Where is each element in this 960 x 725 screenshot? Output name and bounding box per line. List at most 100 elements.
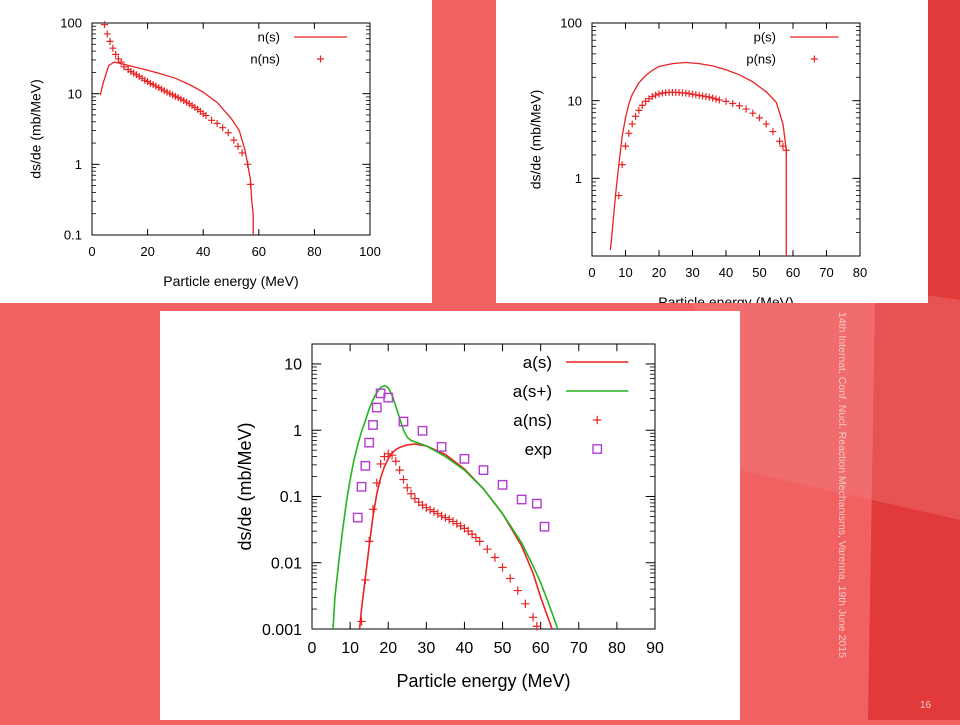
data-point-p(ns)	[762, 120, 770, 128]
y-tick-label: 0.1	[280, 489, 302, 506]
data-point-a(ns)	[361, 575, 370, 585]
data-point-n(ns)	[224, 129, 232, 137]
y-tick-label: 0.001	[262, 622, 302, 639]
data-point-p(ns)	[782, 146, 790, 154]
legend-label: p(s)	[754, 30, 776, 45]
series-line-p(s)	[609, 61, 787, 256]
data-point-p(ns)	[648, 93, 656, 101]
data-point-p(ns)	[729, 99, 737, 107]
data-point-p(ns)	[742, 105, 750, 113]
x-axis-label: Particle energy (MeV)	[396, 671, 570, 691]
data-point-n(ns)	[117, 58, 125, 66]
data-point-a(ns)	[441, 513, 450, 522]
data-point-exp	[368, 420, 378, 430]
data-point-a(ns)	[368, 505, 378, 514]
data-point-n(ns)	[106, 37, 114, 45]
legend-label: p(ns)	[746, 52, 776, 67]
data-point-exp	[459, 453, 470, 464]
chart-panel-alpha: 0 10 20 30 40 50 60 70 80 90 0.001 0.01 0.1 1 10 Partic…	[160, 311, 740, 720]
data-point-p(ns)	[622, 142, 629, 150]
data-point-a(ns)	[376, 459, 385, 469]
data-point-p(ns)	[709, 94, 717, 102]
chart-panel-proton: 0 10 20 30 40 50 60 70 80 1 10 100 Particle energy (…	[496, 0, 928, 303]
data-point-a(ns)	[513, 586, 522, 595]
data-point-p(ns)	[652, 91, 660, 99]
legend-label: exp	[525, 440, 552, 459]
data-point-exp	[352, 512, 363, 523]
x-tick-label: 20	[140, 244, 154, 259]
x-tick-label: 80	[853, 265, 867, 280]
y-tick-label: 0.1	[64, 228, 82, 243]
y-tick-label: 10	[284, 357, 302, 374]
data-point-a(ns)	[437, 511, 446, 521]
data-point-a(ns)	[387, 450, 397, 460]
x-tick-label: 20	[379, 640, 397, 657]
data-point-p(ns)	[628, 120, 636, 128]
data-point-exp	[356, 481, 367, 492]
data-point-exp	[478, 465, 489, 476]
x-tick-label: 0	[588, 265, 595, 280]
data-point-p(ns)	[722, 97, 730, 105]
data-point-a(ns)	[471, 533, 481, 542]
data-point-a(ns)	[364, 537, 374, 546]
series-line-a(s)	[358, 443, 553, 629]
y-tick-label: 1	[75, 157, 82, 172]
chart-proton: 0 10 20 30 40 50 60 70 80 1 10 100 Particle energy (…	[527, 16, 867, 303]
legend-swatch-exp	[592, 444, 603, 454]
y-tick-label: 10	[68, 86, 82, 101]
data-point-p(ns)	[735, 102, 743, 110]
data-point-p(ns)	[712, 95, 720, 103]
x-tick-label: 100	[359, 244, 381, 259]
x-tick-label: 60	[786, 265, 800, 280]
data-point-p(ns)	[635, 106, 643, 114]
series-line-n(s)	[99, 61, 254, 235]
y-axis-label: ds/de (mb/MeV)	[235, 422, 255, 550]
data-point-exp	[436, 441, 447, 452]
data-point-a(ns)	[532, 622, 542, 631]
plot-frame	[591, 22, 861, 257]
data-point-n(ns)	[202, 112, 210, 120]
data-point-exp	[364, 437, 375, 448]
data-point-n(ns)	[112, 50, 120, 58]
x-tick-label: 50	[752, 265, 766, 280]
data-point-exp	[398, 416, 409, 427]
data-point-p(ns)	[705, 93, 713, 101]
data-point-p(ns)	[615, 192, 623, 200]
x-tick-label: 90	[646, 640, 664, 657]
data-point-exp	[360, 460, 371, 471]
legend-label: a(ns)	[513, 411, 552, 430]
x-tick-label: 10	[341, 640, 359, 657]
data-point-n(ns)	[103, 30, 111, 38]
legend-label: a(s)	[523, 353, 552, 372]
y-tick-label: 10	[568, 93, 582, 108]
x-tick-label: 50	[494, 640, 512, 657]
data-point-n(ns)	[109, 44, 117, 52]
data-point-a(ns)	[391, 457, 401, 466]
data-point-p(ns)	[769, 128, 777, 136]
data-point-exp	[417, 425, 428, 436]
data-point-a(ns)	[399, 475, 408, 484]
data-point-a(ns)	[410, 494, 420, 503]
data-point-a(ns)	[505, 574, 515, 583]
data-point-a(ns)	[372, 478, 381, 488]
x-axis-label: Particle energy (MeV)	[163, 273, 298, 289]
x-tick-label: 60	[532, 640, 550, 657]
x-tick-label: 40	[456, 640, 474, 657]
data-point-p(ns)	[702, 93, 710, 101]
legend-label: n(s)	[258, 30, 280, 45]
chart-panel-neutron: 0 20 40 60 80 100 0.1 1 10 100 Particle energy (Me…	[0, 0, 432, 303]
data-point-n(ns)	[219, 124, 227, 132]
data-point-a(ns)	[357, 617, 366, 626]
data-point-a(ns)	[475, 537, 484, 546]
data-point-n(ns)	[234, 142, 242, 150]
legend-swatch-a(ns)	[593, 415, 602, 425]
data-point-n(ns)	[101, 21, 109, 29]
x-tick-label: 40	[719, 265, 733, 280]
y-tick-label: 0.01	[271, 555, 302, 572]
legend-label: a(s+)	[513, 382, 552, 401]
plot-frame	[311, 343, 656, 630]
data-point-a(ns)	[521, 599, 530, 609]
data-point-a(ns)	[528, 613, 538, 622]
data-point-p(ns)	[655, 90, 663, 98]
data-point-n(ns)	[244, 160, 252, 168]
